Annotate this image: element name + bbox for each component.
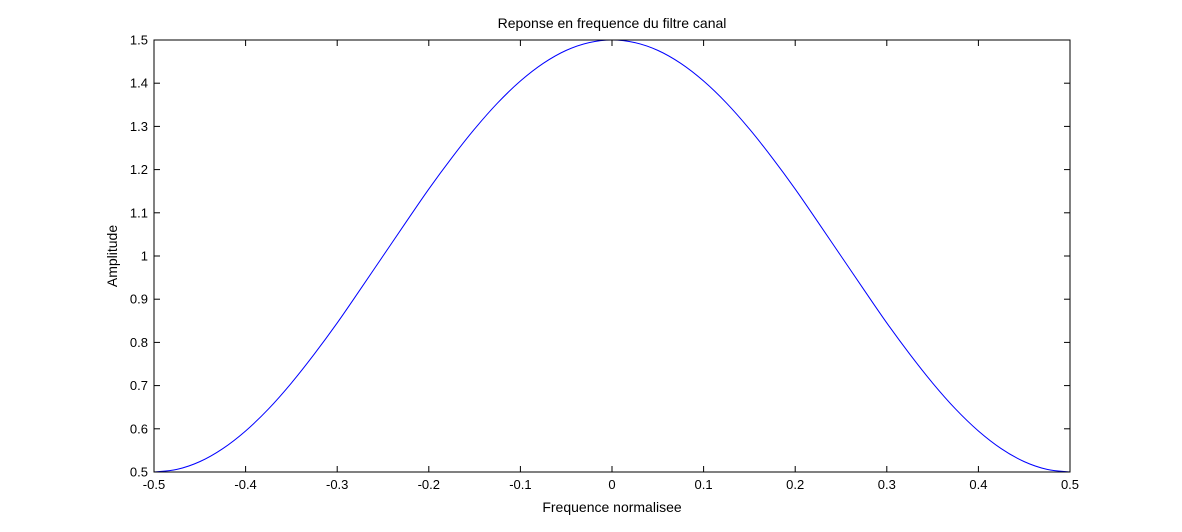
x-tick-label: 0 [608,477,615,492]
x-tick-label: -0.1 [509,477,531,492]
chart-title: Reponse en frequence du filtre canal [498,15,727,31]
x-tick-label: -0.4 [234,477,256,492]
y-tick-label: 0.6 [130,421,148,436]
y-axis-label: Amplitude [104,225,120,287]
x-tick-label: 0.5 [1061,477,1079,492]
tick-labels: -0.5 -0.4 -0.3 -0.2 -0.1 0 0.1 0.2 0.3 0.4 0.5 0.5 0… [130,33,1079,493]
y-tick-label: 0.8 [130,335,148,350]
plot-area [154,40,1070,472]
x-tick-label: -0.5 [143,477,165,492]
x-tick-label: -0.3 [326,477,348,492]
x-tick-label: 0.4 [969,477,987,492]
x-tick-label: 0.1 [695,477,713,492]
y-tick-label: 1.4 [130,76,148,91]
x-tick-label: 0.2 [786,477,804,492]
y-tick-label: 1.3 [130,119,148,134]
y-tick-label: 1.1 [130,205,148,220]
y-tick-label: 1 [141,249,148,264]
plot-frame [153,39,1071,473]
x-tick-label: -0.2 [418,477,440,492]
x-tick-label: 0.3 [878,477,896,492]
y-tick-label: 0.5 [130,465,148,480]
x-axis-label: Frequence normalisee [542,499,682,515]
y-tick-label: 1.5 [130,33,148,48]
y-tick-label: 1.2 [130,162,148,177]
y-tick-label: 0.7 [130,378,148,393]
y-tick-label: 0.9 [130,292,148,307]
